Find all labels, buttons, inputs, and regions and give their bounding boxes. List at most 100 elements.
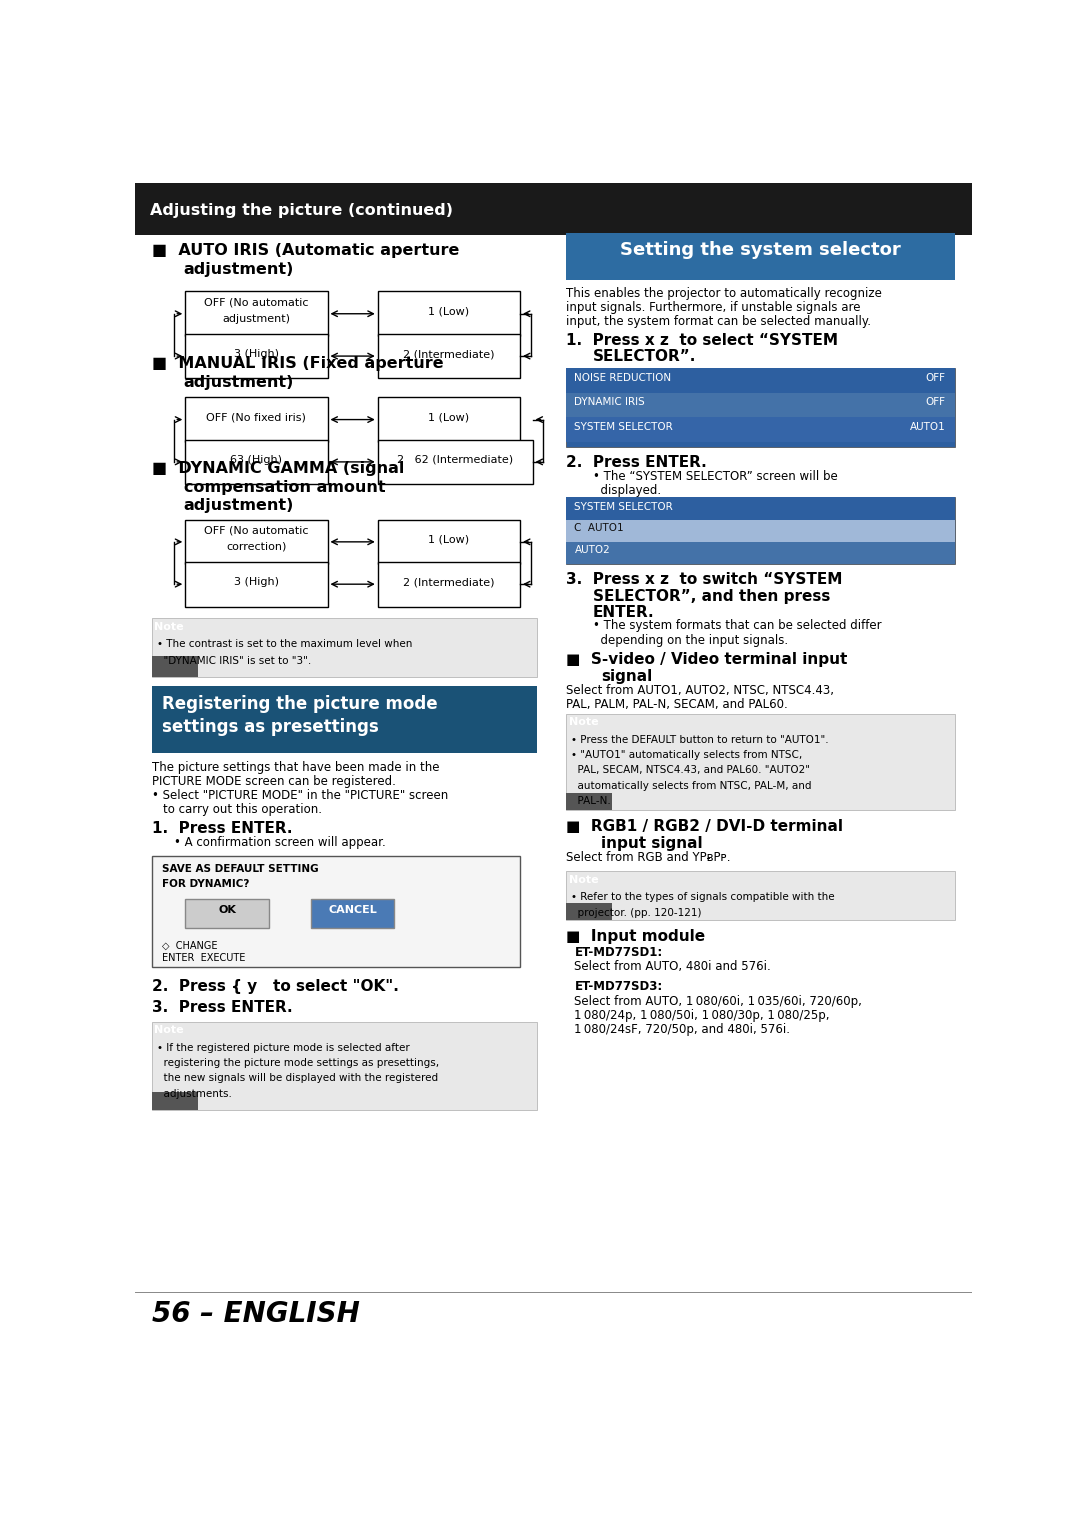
Bar [566,542,956,563]
Bar [378,562,521,606]
Text: PICTURE MODE screen can be registered.: PICTURE MODE screen can be registered. [151,774,395,788]
Bar [566,368,956,446]
Bar [151,657,198,676]
Text: Note: Note [154,621,184,632]
Text: PAL, SECAM, NTSC4.43, and PAL60. "AUTO2": PAL, SECAM, NTSC4.43, and PAL60. "AUTO2" [571,765,810,776]
Text: ENTER.: ENTER. [593,605,654,620]
Text: Setting the system selector: Setting the system selector [620,241,901,260]
Bar [378,397,521,441]
Bar [378,519,521,563]
Text: ■  S-video / Video terminal input: ■ S-video / Video terminal input [566,652,848,667]
Bar [566,498,956,519]
Bar [186,899,269,927]
Text: SYSTEM SELECTOR: SYSTEM SELECTOR [575,421,673,432]
Text: correction): correction) [226,542,286,551]
Text: ■  RGB1 / RGB2 / DVI-D terminal: ■ RGB1 / RGB2 / DVI-D terminal [566,820,843,834]
Bar [378,440,532,484]
Text: • The contrast is set to the maximum level when: • The contrast is set to the maximum lev… [157,640,413,649]
Text: • The system formats that can be selected differ: • The system formats that can be selecte… [593,620,881,632]
Text: 2.  Press ENTER.: 2. Press ENTER. [566,455,706,470]
Text: PAL-N.: PAL-N. [571,796,611,806]
Text: PAL, PALM, PAL-N, SECAM, and PAL60.: PAL, PALM, PAL-N, SECAM, and PAL60. [566,698,787,712]
Bar [186,292,327,336]
Text: FOR DYNAMIC?: FOR DYNAMIC? [162,880,249,889]
Bar [566,368,956,392]
Text: 3.  Press ENTER.: 3. Press ENTER. [151,1000,293,1015]
Text: ■  AUTO IRIS (Automatic aperture: ■ AUTO IRIS (Automatic aperture [151,243,459,258]
Bar [566,392,956,417]
Text: automatically selects from NTSC, PAL-M, and: automatically selects from NTSC, PAL-M, … [571,780,811,791]
Text: input signal: input signal [602,835,703,851]
Text: Adjusting the picture (continued): Adjusting the picture (continued) [150,203,454,218]
Text: 1 (Low): 1 (Low) [429,534,470,545]
Text: OFF (No automatic: OFF (No automatic [204,298,309,307]
Text: to carry out this operation.: to carry out this operation. [163,803,323,815]
Bar [151,1022,537,1110]
Text: Note: Note [568,718,598,727]
Text: OFF: OFF [926,373,945,383]
Text: input signals. Furthermore, if unstable signals are: input signals. Furthermore, if unstable … [566,301,861,315]
Bar [566,902,612,921]
Bar [566,519,956,542]
Text: SYSTEM SELECTOR: SYSTEM SELECTOR [575,502,673,512]
Text: The picture settings that have been made in the: The picture settings that have been made… [151,760,440,774]
Bar [311,899,394,927]
Text: compensation amount: compensation amount [184,479,386,495]
Text: Note: Note [568,875,598,884]
Text: 56 – ENGLISH: 56 – ENGLISH [151,1301,360,1328]
Text: • If the registered picture mode is selected after: • If the registered picture mode is sele… [157,1043,409,1052]
Bar [151,687,537,753]
Bar [151,618,537,676]
Text: • A confirmation screen will appear.: • A confirmation screen will appear. [174,835,386,849]
Text: displayed.: displayed. [593,484,661,498]
Text: input, the system format can be selected manually.: input, the system format can be selected… [566,315,872,328]
Text: Select from AUTO, 480i and 576i.: Select from AUTO, 480i and 576i. [575,960,771,973]
Text: Note: Note [154,1025,184,1035]
Bar [186,440,327,484]
Bar [378,334,521,379]
Text: OFF (No automatic: OFF (No automatic [204,525,309,536]
Bar [566,870,956,921]
Text: 1 080/24sF, 720/50p, and 480i, 576i.: 1 080/24sF, 720/50p, and 480i, 576i. [575,1023,791,1035]
Text: OK: OK [218,906,237,915]
Bar [151,855,521,968]
Text: 2.  Press { y   to select "OK".: 2. Press { y to select "OK". [151,979,399,994]
Text: ■  MANUAL IRIS (Fixed aperture: ■ MANUAL IRIS (Fixed aperture [151,356,444,371]
Text: AUTO1: AUTO1 [909,421,945,432]
Text: Select from AUTO, 1 080/60i, 1 035/60i, 720/60p,: Select from AUTO, 1 080/60i, 1 035/60i, … [575,994,862,1008]
Text: registering the picture mode settings as presettings,: registering the picture mode settings as… [157,1058,438,1067]
Text: CANCEL: CANCEL [328,906,377,915]
Text: signal: signal [602,669,652,684]
Bar [566,417,956,441]
Bar [566,498,956,563]
Text: ET-MD77SD1:: ET-MD77SD1: [575,947,663,959]
Text: SELECTOR”.: SELECTOR”. [593,350,697,363]
Text: DYNAMIC IRIS: DYNAMIC IRIS [575,397,645,408]
Text: Registering the picture mode: Registering the picture mode [162,695,437,713]
Text: adjustment): adjustment) [184,498,294,513]
Text: AUTO2: AUTO2 [575,545,610,556]
Text: adjustment): adjustment) [184,376,294,389]
Text: This enables the projector to automatically recognize: This enables the projector to automatica… [566,287,882,299]
Text: 2 (Intermediate): 2 (Intermediate) [403,577,495,586]
Text: 3.  Press x z  to switch “SYSTEM: 3. Press x z to switch “SYSTEM [566,573,842,588]
Text: 1.  Press ENTER.: 1. Press ENTER. [151,820,293,835]
Bar [186,397,327,441]
Text: 1 (Low): 1 (Low) [429,412,470,423]
Text: • The “SYSTEM SELECTOR” screen will be: • The “SYSTEM SELECTOR” screen will be [593,470,838,483]
Text: ET-MD77SD3:: ET-MD77SD3: [575,980,663,994]
Text: projector. (pp. 120-121): projector. (pp. 120-121) [571,907,702,918]
Bar [566,793,612,809]
Text: adjustment): adjustment) [222,313,291,324]
Text: NOISE REDUCTION: NOISE REDUCTION [575,373,672,383]
Text: SELECTOR”, and then press: SELECTOR”, and then press [593,589,831,603]
Bar [566,232,956,279]
Text: Select from RGB and YPᴃPᴘ.: Select from RGB and YPᴃPᴘ. [566,851,730,864]
Bar [151,1092,198,1110]
Text: • Select "PICTURE MODE" in the "PICTURE" screen: • Select "PICTURE MODE" in the "PICTURE"… [151,789,448,802]
Text: ■  DYNAMIC GAMMA (signal: ■ DYNAMIC GAMMA (signal [151,461,404,476]
Text: 3 (High): 3 (High) [234,577,279,586]
Text: 3 (High): 3 (High) [234,350,279,359]
Text: 2 (Intermediate): 2 (Intermediate) [403,350,495,359]
Bar [135,183,972,235]
